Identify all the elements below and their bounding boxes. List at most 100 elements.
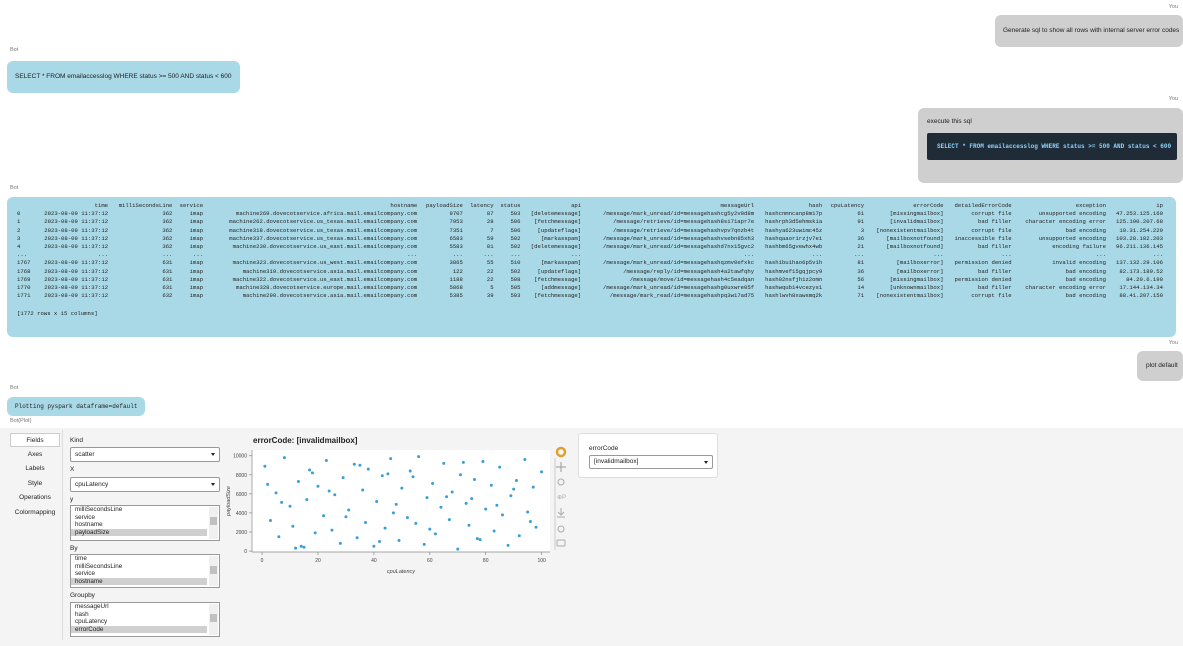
- reset-tool[interactable]: [557, 525, 565, 533]
- cell: ...: [97, 251, 109, 259]
- point: [322, 514, 326, 518]
- point: [296, 479, 300, 483]
- cell: imap: [189, 259, 204, 267]
- list-option[interactable]: errorCode: [71, 625, 207, 634]
- tab[interactable]: Fields: [10, 433, 60, 447]
- point: [299, 544, 303, 548]
- cell: 61: [857, 210, 865, 218]
- cell: hashrph3d5ehmskia: [765, 218, 823, 226]
- by-listbox[interactable]: time milliSecondsLine service hostname: [70, 554, 220, 588]
- list-option[interactable]: milliSecondsLine: [75, 506, 123, 513]
- column-header: errorCode: [913, 202, 944, 209]
- tab[interactable]: Axes: [27, 450, 43, 458]
- cell: 6583: [449, 234, 463, 242]
- table-row: 1768 2023-08-09 11:37:12 631 imap machine319…: [15, 268, 1165, 276]
- cell: [invalidmailbox]: [889, 218, 944, 226]
- cell: 2023-08-09 11:37:12: [44, 210, 109, 218]
- cell: /message/mark_unread/id=messagehashd7nx1…: [603, 243, 755, 251]
- list-option[interactable]: service: [75, 513, 95, 521]
- plot-label: Bot(Plot): [10, 418, 32, 424]
- cell: 3865: [449, 259, 463, 267]
- cell: permission denied: [954, 259, 1012, 267]
- cell: imap: [189, 243, 204, 251]
- cell: 2023-08-09 11:37:12: [44, 218, 109, 226]
- column-header: exception: [1075, 202, 1106, 209]
- cell: invalid encoding: [1052, 259, 1106, 267]
- list-option[interactable]: time: [75, 555, 87, 562]
- hover-tool[interactable]: [556, 539, 566, 547]
- point: [344, 515, 348, 519]
- user-message: Generate sql to show all rows with inter…: [995, 15, 1183, 47]
- cell: 2023-08-09 11:37:12: [44, 259, 109, 267]
- cell: 631: [162, 275, 173, 283]
- cell: inaccessible file: [954, 234, 1012, 242]
- list-option[interactable]: service: [75, 570, 95, 578]
- row-index: 1770: [17, 284, 31, 292]
- column-header: time: [94, 202, 109, 209]
- zoom-tool[interactable]: [557, 478, 565, 486]
- y-tick-label: 4000: [236, 511, 247, 517]
- row-index: 1769: [17, 275, 31, 283]
- cell: [nonexistentmailbox]: [876, 292, 944, 300]
- point: [506, 543, 510, 547]
- cell: 502: [510, 243, 521, 251]
- tab[interactable]: Labels: [25, 465, 45, 473]
- list-option[interactable]: hostname: [75, 521, 103, 529]
- x-select[interactable]: cpuLatency: [70, 477, 220, 492]
- wheel-tool[interactable]: ⊕P: [557, 495, 566, 501]
- point: [327, 489, 331, 493]
- tab[interactable]: Style: [27, 479, 43, 487]
- point: [377, 540, 381, 544]
- point: [274, 491, 278, 495]
- cell: /message/reply/id=messagehash4a2tawfqhy: [623, 267, 755, 275]
- errorcode-select[interactable]: [invalidmailbox]: [589, 455, 713, 469]
- code-block: SELECT * FROM emailaccesslog WHERE statu…: [927, 133, 1177, 160]
- point: [263, 464, 267, 468]
- table-row: 1769 2023-08-09 11:37:12 631 imap machine322…: [15, 276, 1165, 284]
- point: [445, 495, 449, 499]
- cell: 81: [486, 243, 494, 251]
- user-message: plot default: [1137, 351, 1183, 381]
- save-tool[interactable]: [557, 508, 565, 518]
- point: [534, 525, 538, 529]
- cell: 36: [857, 234, 865, 242]
- pan-tool[interactable]: [556, 462, 566, 472]
- point: [411, 475, 415, 479]
- kind-select[interactable]: scatter: [70, 447, 220, 462]
- cell: hashwqub14vcezys1: [765, 284, 823, 292]
- point: [523, 458, 527, 462]
- list-option[interactable]: hash: [75, 610, 89, 618]
- list-option[interactable]: milliSecondsLine: [75, 562, 123, 570]
- cell: 2023-08-09 11:37:12: [44, 267, 109, 275]
- list-option[interactable]: cpuLatency: [75, 618, 108, 626]
- bokeh-logo[interactable]: [555, 446, 567, 458]
- cell: 5: [490, 284, 494, 292]
- point: [526, 510, 530, 514]
- point: [425, 496, 429, 500]
- cell: imap: [189, 218, 204, 226]
- point: [372, 544, 376, 548]
- column-header: ip: [1156, 202, 1163, 209]
- groupby-listbox[interactable]: messageUrl hash cpuLatency errorCode: [70, 602, 220, 637]
- cell: imap: [189, 234, 204, 242]
- cell: ...: [933, 251, 944, 259]
- index-header: [15, 202, 34, 210]
- tab[interactable]: Colormapping: [14, 509, 56, 516]
- point: [484, 507, 488, 511]
- point: [383, 526, 387, 530]
- point: [324, 458, 328, 462]
- cell: bad filler: [978, 284, 1012, 292]
- cell: 2023-08-09 11:37:12: [44, 292, 109, 300]
- point: [509, 494, 513, 498]
- cell: hashqaaor1rzjv7ei: [765, 234, 823, 242]
- cell: [fetchmessage]: [534, 275, 582, 283]
- cell: 502: [510, 267, 521, 275]
- tab[interactable]: Operations: [19, 494, 51, 502]
- point: [459, 473, 463, 477]
- list-option[interactable]: payloadSize: [71, 528, 207, 537]
- list-option[interactable]: messageUrl: [75, 603, 109, 610]
- list-option[interactable]: hostname: [71, 577, 207, 586]
- cell: machine322.dovecotservice.us_east.mail.e…: [232, 275, 418, 283]
- y-listbox[interactable]: milliSecondsLine service hostname payloadSi…: [70, 505, 220, 541]
- cell: [deletemessage]: [530, 243, 582, 251]
